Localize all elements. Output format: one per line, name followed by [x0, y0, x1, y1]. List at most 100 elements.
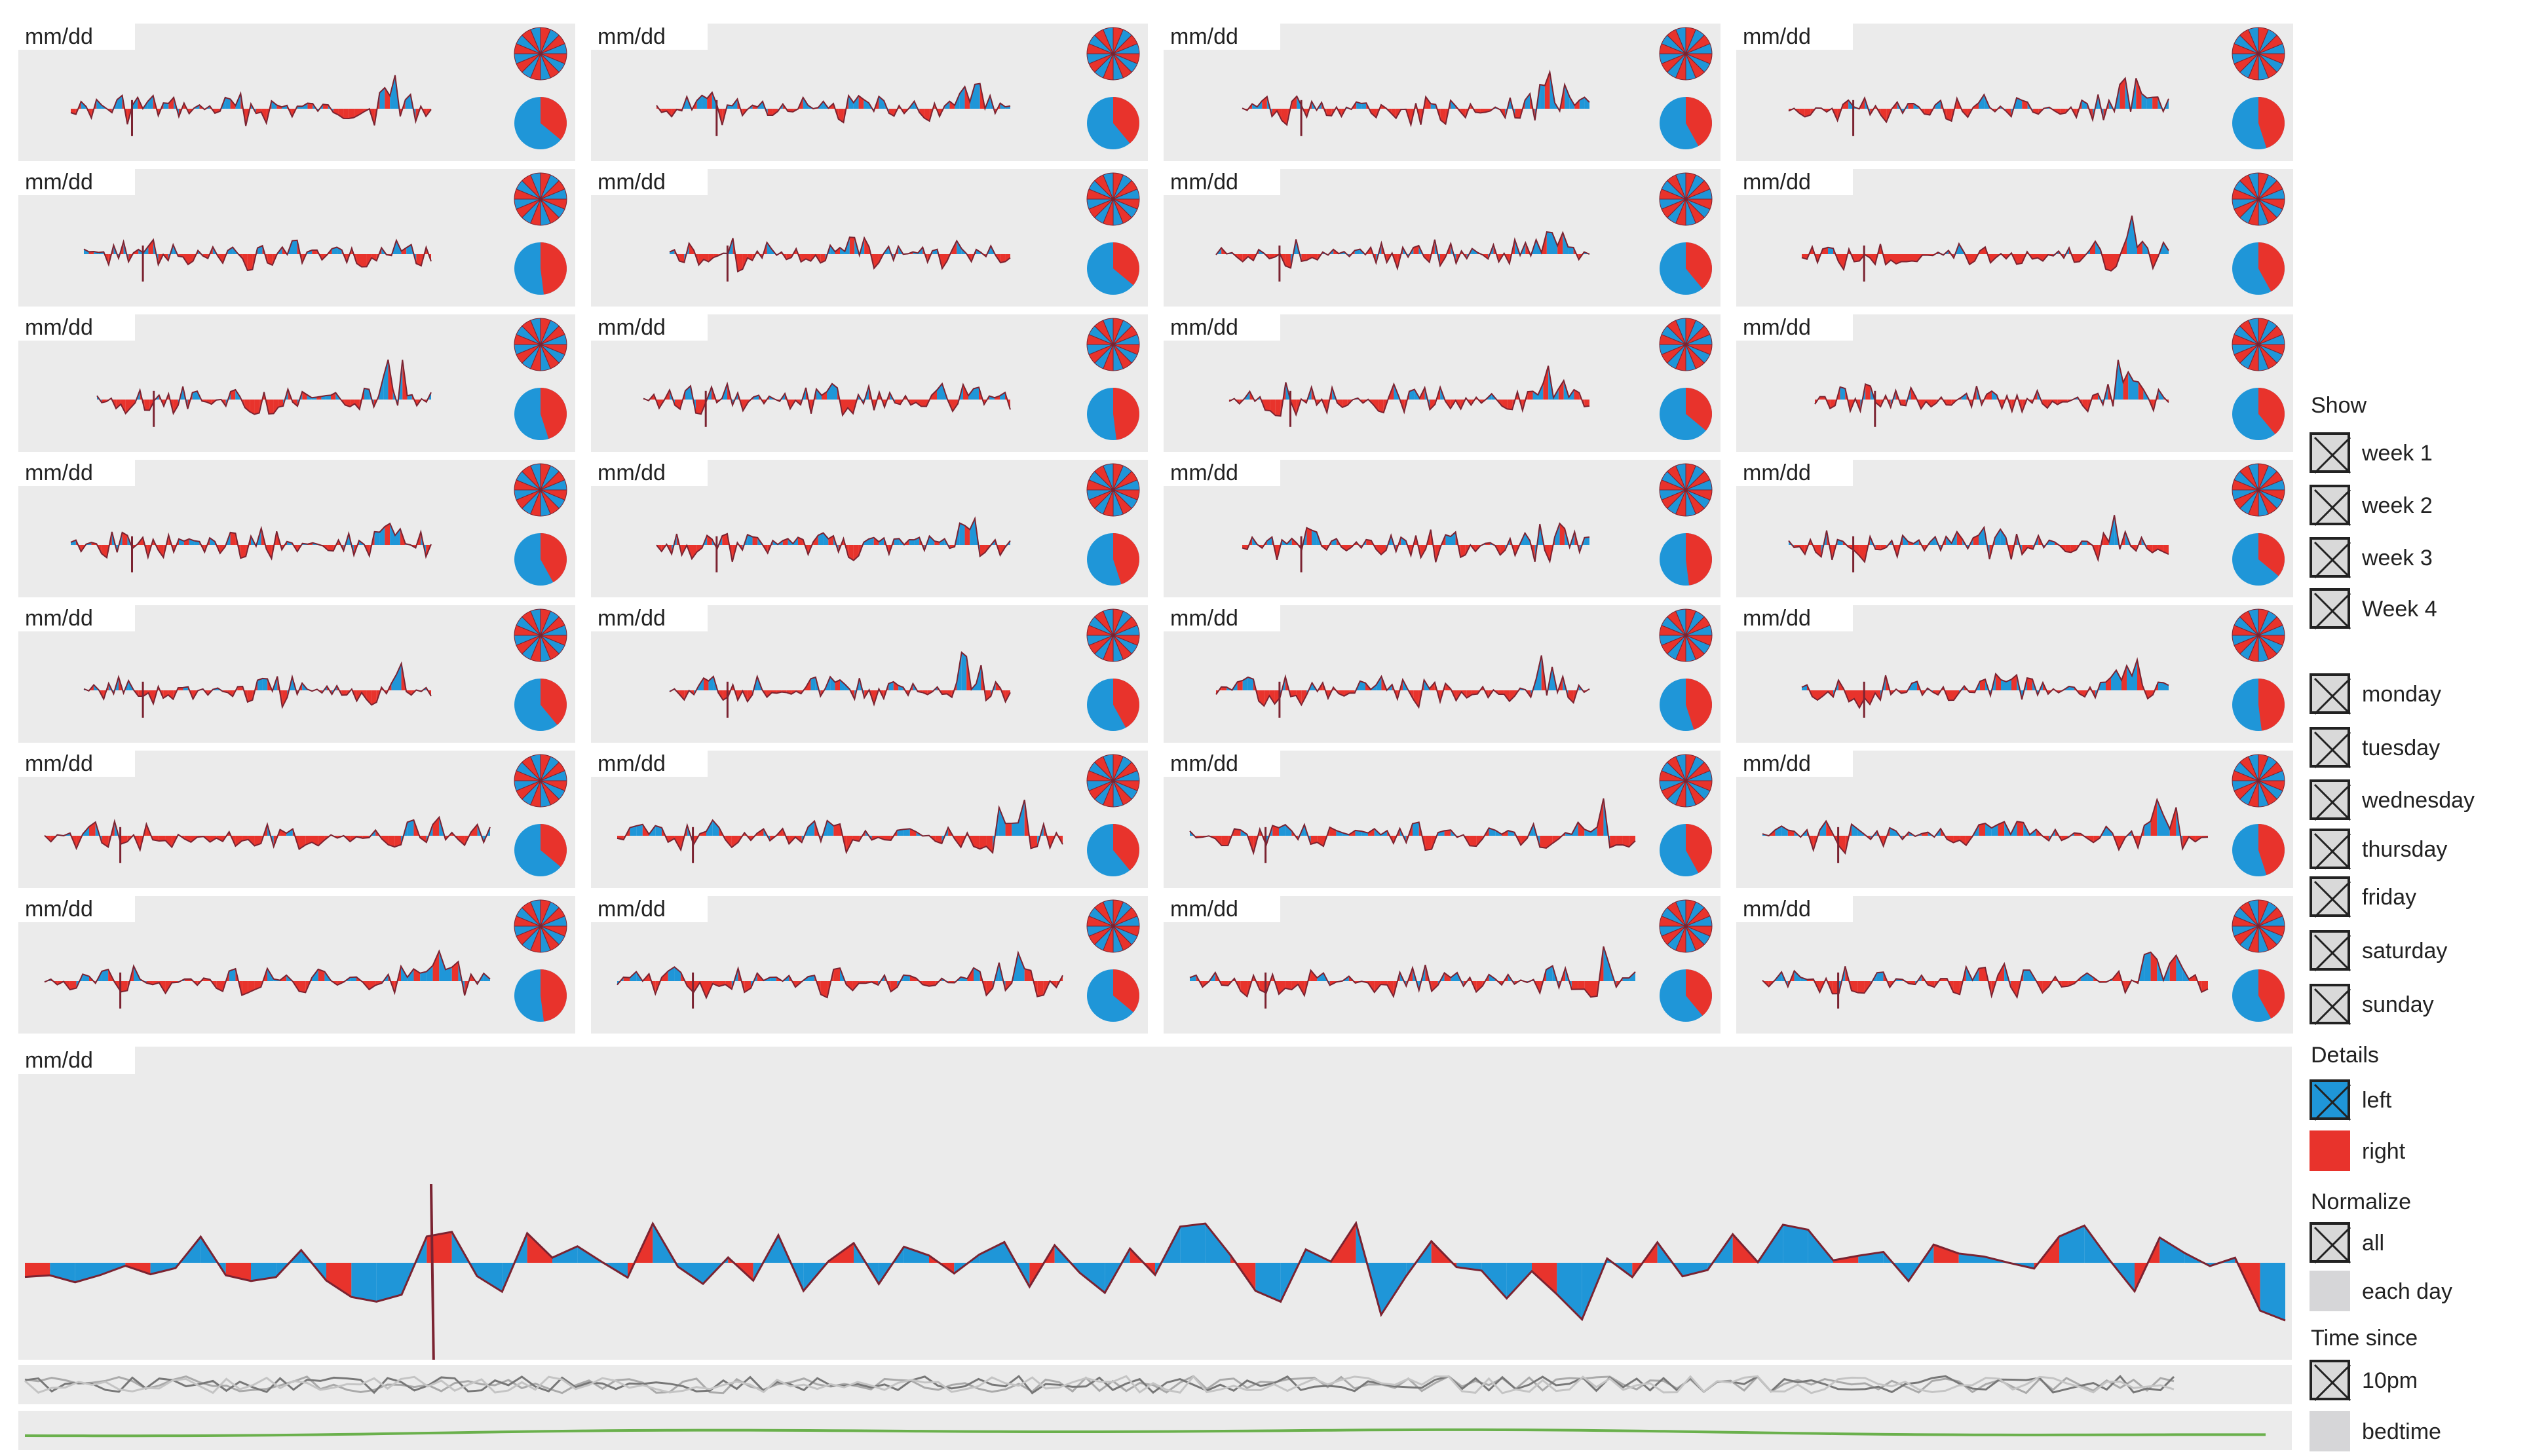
friday-checkbox[interactable] [2310, 876, 2351, 918]
week-3-checkbox[interactable] [2310, 537, 2351, 579]
normalize-each-day-checkbox[interactable] [2310, 1271, 2350, 1311]
day-cell-date-label: mm/dd [1736, 460, 1853, 486]
day-cell-sparkline [669, 651, 1011, 718]
left-right-pie-chart [1660, 679, 1712, 731]
wednesday-checkbox[interactable] [2310, 779, 2351, 821]
details-left-option[interactable]: left [2310, 1079, 2545, 1124]
day-cell[interactable]: mm/dd [18, 751, 575, 888]
day-cell[interactable]: mm/dd [1736, 896, 2293, 1034]
hourly-pie-chart [514, 899, 567, 953]
day-cell[interactable]: mm/dd [1736, 460, 2293, 597]
time-since-10pm-option[interactable]: 10pm [2310, 1360, 2545, 1404]
day-cell[interactable]: mm/dd [18, 896, 575, 1034]
left-right-pie-chart [514, 679, 567, 731]
day-cell[interactable]: mm/dd [18, 605, 575, 743]
hourly-pie-chart [1086, 318, 1140, 371]
day-cell[interactable]: mm/dd [1736, 751, 2293, 888]
week-1-checkbox[interactable] [2310, 432, 2351, 474]
sunday-checkbox[interactable] [2310, 984, 2351, 1026]
week-2-checkbox[interactable] [2310, 485, 2351, 527]
day-cell[interactable]: mm/dd [1164, 460, 1721, 597]
friday-label: friday [2362, 885, 2417, 910]
normalize-all-label: all [2362, 1231, 2385, 1256]
details-right-label: right [2362, 1139, 2406, 1164]
day-cell-date-label: mm/dd [18, 24, 135, 50]
day-cell-date-label: mm/dd [591, 169, 708, 195]
week-1-option[interactable]: week 1 [2310, 432, 2545, 477]
day-cell[interactable]: mm/dd [1164, 169, 1721, 307]
saturday-checkbox[interactable] [2310, 930, 2351, 972]
day-cell[interactable]: mm/dd [591, 605, 1148, 743]
day-cell[interactable]: mm/dd [1736, 169, 2293, 307]
normalize-each-day-option[interactable]: each day [2310, 1271, 2545, 1315]
details-left-checkbox[interactable] [2310, 1079, 2351, 1121]
hourly-pie-chart [2232, 754, 2285, 808]
day-cell[interactable]: mm/dd [18, 460, 575, 597]
saturday-option[interactable]: saturday [2310, 930, 2545, 975]
normalize-all-option[interactable]: all [2310, 1222, 2545, 1267]
details-right-option[interactable]: right [2310, 1130, 2545, 1175]
day-cell-date-label: mm/dd [1164, 169, 1280, 195]
normalize-each-day-label: each day [2362, 1279, 2452, 1304]
left-right-pie-chart [1087, 533, 1139, 586]
day-cell[interactable]: mm/dd [18, 169, 575, 307]
hourly-pie-chart [514, 318, 567, 371]
day-cell-sparkline [1215, 655, 1590, 718]
day-cell-sparkline [1215, 231, 1590, 282]
time-since-10pm-label: 10pm [2362, 1368, 2418, 1393]
day-cell[interactable]: mm/dd [591, 169, 1148, 307]
normalize-all-checkbox[interactable] [2310, 1222, 2351, 1264]
left-right-pie-chart [1660, 388, 1712, 440]
tuesday-option[interactable]: tuesday [2310, 727, 2545, 772]
day-cell-sparkline [656, 516, 1011, 572]
day-cell-sparkline [96, 359, 432, 427]
left-right-pie-chart [2232, 533, 2285, 586]
hourly-pie-chart [1659, 27, 1713, 81]
day-cell-sparkline [1788, 515, 2169, 572]
day-cell-sparkline [1242, 522, 1590, 572]
day-cell[interactable]: mm/dd [1164, 751, 1721, 888]
day-cell-sparkline [70, 522, 432, 572]
day-cell-date-label: mm/dd [1736, 751, 1853, 777]
week-4-checkbox[interactable] [2310, 588, 2351, 630]
thursday-option[interactable]: thursday [2310, 829, 2545, 873]
tuesday-checkbox[interactable] [2310, 727, 2351, 769]
day-cell[interactable]: mm/dd [591, 24, 1148, 161]
main-chart-plot [24, 1184, 2286, 1360]
day-cell[interactable]: mm/dd [18, 314, 575, 452]
left-right-pie-chart [514, 242, 567, 295]
day-cell[interactable]: mm/dd [1736, 314, 2293, 452]
sunday-label: sunday [2362, 992, 2434, 1017]
day-cell[interactable]: mm/dd [1164, 314, 1721, 452]
wednesday-label: wednesday [2362, 788, 2475, 813]
time-since-10pm-checkbox[interactable] [2310, 1360, 2351, 1402]
day-cell-sparkline [656, 83, 1011, 136]
week-4-option[interactable]: Week 4 [2310, 588, 2545, 633]
time-since-bedtime-option[interactable]: bedtime [2310, 1411, 2545, 1455]
day-cell[interactable]: mm/dd [1736, 605, 2293, 743]
day-cell[interactable]: mm/dd [18, 24, 575, 161]
time-since-bedtime-checkbox[interactable] [2310, 1411, 2350, 1451]
hourly-pie-chart [1086, 27, 1140, 81]
day-cell[interactable]: mm/dd [591, 314, 1148, 452]
day-cell-date-label: mm/dd [1164, 896, 1280, 922]
monday-checkbox[interactable] [2310, 673, 2351, 715]
day-cell[interactable]: mm/dd [591, 460, 1148, 597]
thursday-checkbox[interactable] [2310, 829, 2351, 870]
week-3-option[interactable]: week 3 [2310, 537, 2545, 582]
hourly-pie-chart [1659, 172, 1713, 226]
details-right-checkbox[interactable] [2310, 1130, 2350, 1171]
day-cell[interactable]: mm/dd [1164, 24, 1721, 161]
control-panel: Show week 1 week 2 week 3 Week 4 monday … [2310, 0, 2548, 1456]
day-cell[interactable]: mm/dd [591, 751, 1148, 888]
day-cell[interactable]: mm/dd [1164, 896, 1721, 1034]
week-2-option[interactable]: week 2 [2310, 485, 2545, 529]
wednesday-option[interactable]: wednesday [2310, 779, 2545, 824]
sunday-option[interactable]: sunday [2310, 984, 2545, 1028]
day-cell[interactable]: mm/dd [1164, 605, 1721, 743]
friday-option[interactable]: friday [2310, 876, 2545, 921]
monday-option[interactable]: monday [2310, 673, 2545, 718]
day-cell[interactable]: mm/dd [1736, 24, 2293, 161]
day-cell-date-label: mm/dd [18, 896, 135, 922]
day-cell[interactable]: mm/dd [591, 896, 1148, 1034]
